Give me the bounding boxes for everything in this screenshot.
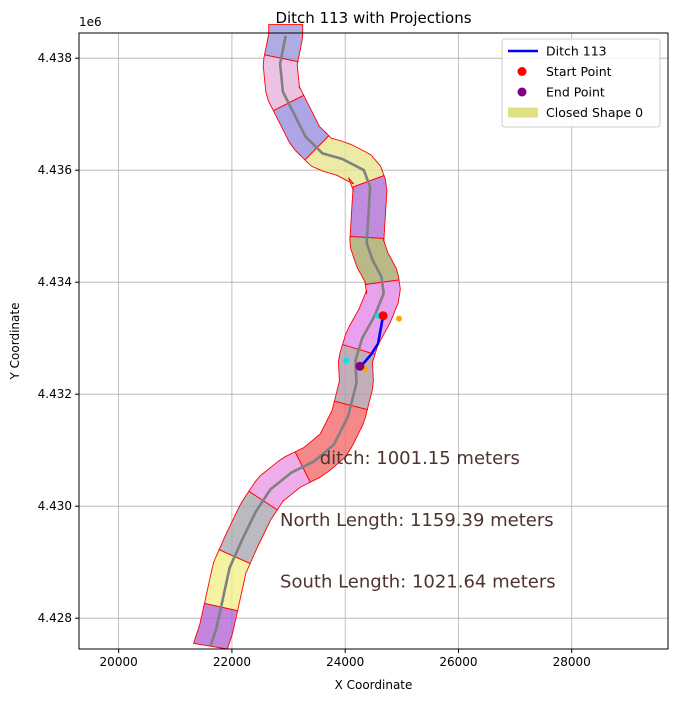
y-tick-label-1: 4.430	[38, 499, 72, 513]
legend-label-0: Ditch 113	[546, 44, 607, 59]
x-axis-label: X Coordinate	[335, 678, 413, 692]
x-tick-label-0: 20000	[100, 655, 138, 669]
projection-point-1	[395, 315, 402, 322]
legend: Ditch 113 Start Point End Point Closed Shap…	[501, 38, 661, 128]
plot-frame	[78, 32, 669, 650]
legend-label-3: Closed Shape 0	[546, 105, 643, 120]
y-tick-label-5: 4.438	[38, 51, 72, 65]
legend-swatch-1	[517, 67, 527, 76]
start-point-marker	[378, 311, 388, 321]
legend-label-1: Start Point	[546, 64, 612, 79]
y-tick-label-3: 4.434	[38, 275, 72, 289]
length-annotation-2: South Length: 1021.64 meters	[280, 571, 556, 592]
ditch-layer	[343, 311, 402, 372]
chart-title: Ditch 113 with Projections	[275, 9, 471, 27]
y-offset-label: 1e6	[79, 15, 102, 29]
x-tick-label-1: 22000	[213, 655, 251, 669]
projection-point-2	[343, 357, 350, 364]
length-annotation-0: ditch: 1001.15 meters	[320, 448, 520, 469]
x-tick-label-3: 26000	[439, 655, 477, 669]
legend-box	[501, 38, 661, 128]
legend-swatch-2	[517, 87, 527, 97]
annotations: ditch: 1001.15 meters North Length: 1159.…	[280, 448, 556, 592]
centerline	[209, 35, 385, 647]
ditch-line	[360, 315, 385, 368]
y-axis-label: Y Coordinate	[8, 303, 22, 381]
x-ticks: 20000 22000 24000 26000 28000	[100, 649, 591, 669]
y-tick-label-0: 4.428	[38, 611, 72, 625]
legend-swatch-3	[508, 107, 538, 118]
y-tick-label-2: 4.432	[38, 387, 72, 401]
legend-label-2: End Point	[546, 85, 605, 100]
centerline-path	[209, 35, 385, 647]
x-tick-label-4: 28000	[553, 655, 591, 669]
y-tick-label-4: 4.436	[38, 163, 72, 177]
y-ticks: 4.428 4.430 4.432 4.434 4.436 4.438	[38, 51, 79, 625]
end-point-marker	[355, 361, 365, 371]
buffer-segment-5	[333, 343, 376, 411]
x-tick-label-2: 24000	[326, 655, 364, 669]
legend-items: Ditch 113 Start Point End Point Closed Shap…	[508, 44, 643, 120]
length-annotation-1: North Length: 1159.39 meters	[280, 510, 554, 531]
